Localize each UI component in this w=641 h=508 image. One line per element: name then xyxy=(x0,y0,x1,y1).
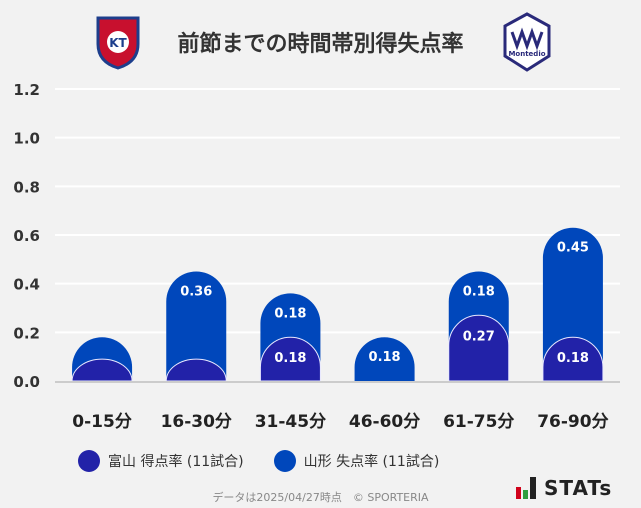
bar-yamagata-conceded xyxy=(354,337,415,381)
bar-toyama-scored xyxy=(165,358,227,382)
bar-toyama-scored xyxy=(259,336,321,382)
legend-label: 山形 失点率 (11試合) xyxy=(303,454,440,470)
data-label: 0.36 xyxy=(180,285,212,300)
y-tick-label: 0.6 xyxy=(13,227,40,245)
x-tick-label: 16-30分 xyxy=(161,412,232,432)
y-tick-label: 1.2 xyxy=(13,81,40,99)
y-tick-label: 0.4 xyxy=(13,276,40,294)
y-tick-label: 0.8 xyxy=(13,178,40,196)
x-tick-label: 61-75分 xyxy=(443,412,514,432)
stats-brand: STATs xyxy=(516,476,612,500)
data-label: 0.18 xyxy=(274,306,306,321)
data-label: 0.18 xyxy=(463,285,495,300)
data-label: 0.45 xyxy=(557,241,589,256)
x-tick-label: 46-60分 xyxy=(349,412,420,432)
legend: 富山 得点率 (11試合) 山形 失点率 (11試合) xyxy=(78,450,439,472)
data-label: 0.18 xyxy=(557,351,589,366)
bar-yamagata-conceded xyxy=(166,271,227,381)
legend-item-yamagata: 山形 失点率 (11試合) xyxy=(273,450,440,472)
bar-toyama-scored xyxy=(71,358,133,382)
svg-text:KT: KT xyxy=(109,36,127,50)
legend-label: 富山 得点率 (11試合) xyxy=(108,454,244,470)
bar-chart: 0.0 0.2 0.4 0.6 0.8 1.0 1.2 0-15分 0.36 16-30分 0.18… xyxy=(13,81,620,432)
x-tick-label: 0-15分 xyxy=(72,412,132,432)
right-team-logo: Montedio xyxy=(503,12,551,72)
x-tick-label: 76-90分 xyxy=(537,412,608,432)
legend-item-toyama: 富山 得点率 (11試合) xyxy=(78,450,244,472)
legend-swatch xyxy=(273,450,296,472)
stats-logo-icon xyxy=(516,477,536,499)
footer-note: データは2025/04/27時点 © SPORTERIA xyxy=(212,491,429,504)
bar-toyama-scored xyxy=(542,336,604,382)
data-label: 0.27 xyxy=(463,329,495,344)
stats-wordmark: STATs xyxy=(544,476,613,500)
y-tick-label: 0.0 xyxy=(13,373,40,391)
y-tick-label: 1.0 xyxy=(13,130,40,148)
chart-title: 前節までの時間帯別得失点率 xyxy=(177,32,464,57)
legend-swatch xyxy=(78,450,100,472)
data-label: 0.18 xyxy=(274,351,306,366)
bar-toyama-scored xyxy=(448,314,510,382)
left-team-logo: KT xyxy=(96,16,140,70)
y-tick-label: 0.2 xyxy=(13,324,40,342)
data-label: 0.18 xyxy=(369,350,401,365)
x-tick-label: 31-45分 xyxy=(255,412,326,432)
svg-text:Montedio: Montedio xyxy=(508,50,545,58)
